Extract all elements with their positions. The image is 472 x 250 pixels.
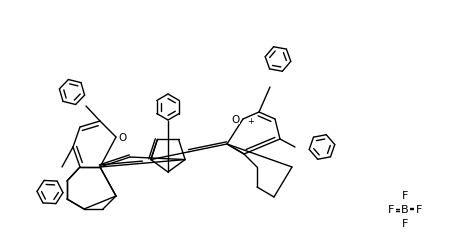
Text: B: B [401,204,409,214]
Text: F: F [402,190,408,200]
Text: F: F [402,218,408,228]
Text: F: F [416,204,422,214]
Text: F: F [388,204,394,214]
Text: O: O [118,132,126,142]
Text: O: O [232,114,240,124]
Text: +: + [247,116,254,126]
